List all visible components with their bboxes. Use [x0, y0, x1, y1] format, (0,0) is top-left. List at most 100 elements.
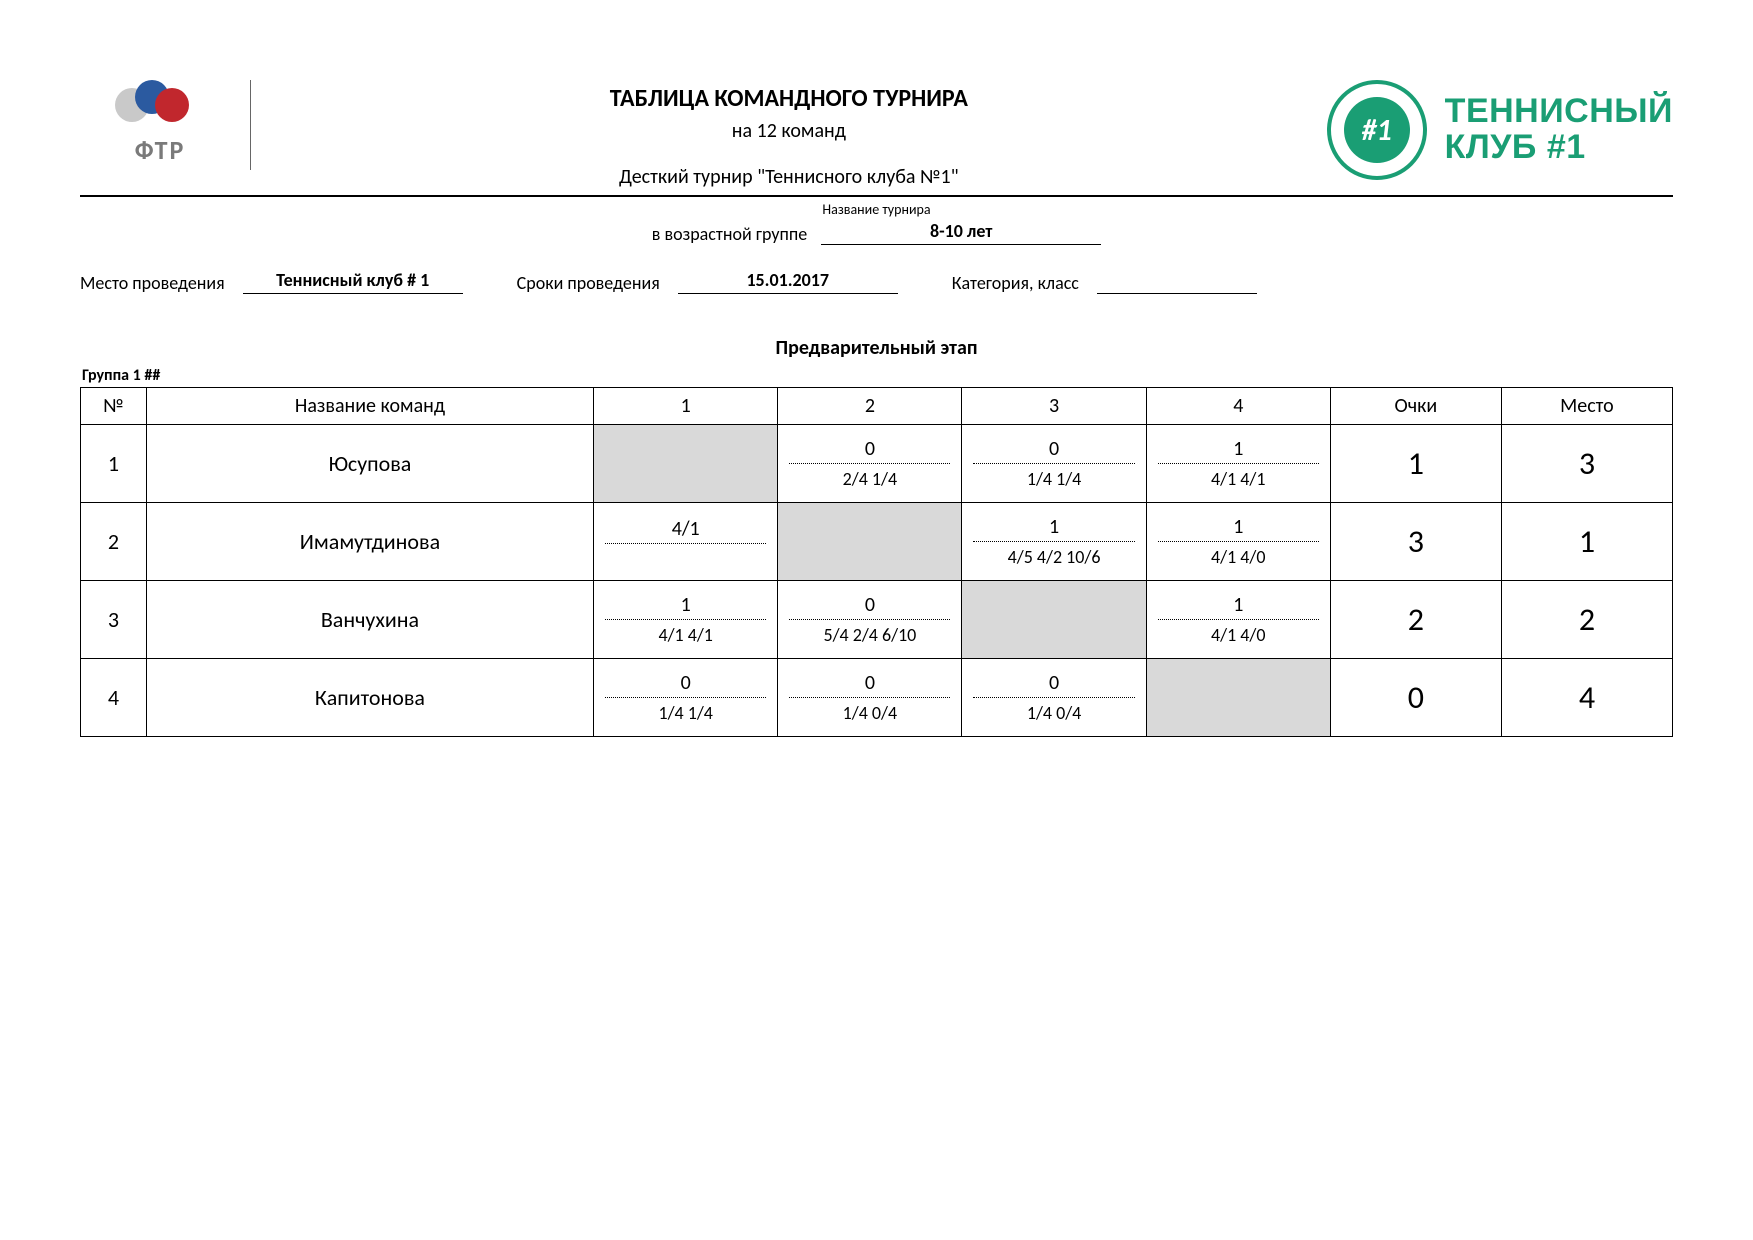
- col-2: 2: [778, 388, 962, 425]
- points-cell: 2: [1330, 581, 1501, 659]
- round-robin-table: № Название команд 1 2 3 4 Очки Место 1Юс…: [80, 387, 1673, 737]
- place-cell: 4: [1501, 659, 1672, 737]
- match-cell: 01/4 0/4: [778, 659, 962, 737]
- title-main: ТАБЛИЦА КОМАНДНОГО ТУРНИРА: [251, 84, 1327, 113]
- dates-label: Сроки проведения: [517, 272, 660, 294]
- match-result: 0: [605, 671, 766, 698]
- team-name: Ванчухина: [146, 581, 593, 659]
- row-num: 1: [81, 425, 147, 503]
- match-result: 1: [1158, 593, 1319, 620]
- match-result: 0: [789, 593, 950, 620]
- ftr-logo: ФТР: [80, 80, 240, 166]
- ftr-logo-text: ФТР: [80, 134, 240, 166]
- match-score: 4/1 4/1: [1211, 464, 1265, 490]
- club-name-line2: КЛУБ #1: [1445, 130, 1673, 166]
- match-cell: 02/4 1/4: [778, 425, 962, 503]
- dates-value: 15.01.2017: [678, 269, 898, 294]
- match-result: 0: [973, 671, 1134, 698]
- match-result: 4/1: [605, 517, 766, 544]
- match-score: 4/5 4/2 10/6: [1008, 542, 1101, 568]
- match-result: 1: [973, 515, 1134, 542]
- ftr-logo-balls: [115, 80, 205, 130]
- venue-value: Теннисный клуб # 1: [243, 269, 463, 294]
- match-cell: 14/1 4/0: [1146, 503, 1330, 581]
- match-cell: 4/1: [594, 503, 778, 581]
- tournament-name: Десткий турнир "Теннисного клуба №1": [251, 165, 1327, 189]
- category-value: [1097, 291, 1257, 294]
- club-logo: #1 ТЕННИСНЫЙ КЛУБ #1: [1327, 80, 1673, 180]
- title-sub: на 12 команд: [251, 119, 1327, 143]
- table-row: 2Имамутдинова4/114/5 4/2 10/614/1 4/031: [81, 503, 1673, 581]
- match-result: 1: [1158, 515, 1319, 542]
- col-4: 4: [1146, 388, 1330, 425]
- match-result: 0: [789, 437, 950, 464]
- place-cell: 3: [1501, 425, 1672, 503]
- header: ФТР ТАБЛИЦА КОМАНДНОГО ТУРНИРА на 12 ком…: [80, 80, 1673, 197]
- meta-row: Место проведения Теннисный клуб # 1 Срок…: [80, 269, 1673, 294]
- table-row: 1Юсупова02/4 1/401/4 1/414/1 4/113: [81, 425, 1673, 503]
- match-score: 4/1 4/0: [1211, 542, 1265, 568]
- match-score: 2/4 1/4: [843, 464, 897, 490]
- age-label: в возрастной группе: [652, 223, 807, 245]
- club-name: ТЕННИСНЫЙ КЛУБ #1: [1445, 94, 1673, 165]
- diagonal-cell: [962, 581, 1146, 659]
- match-score: 4/1 4/0: [1211, 620, 1265, 646]
- match-cell: 14/1 4/0: [1146, 581, 1330, 659]
- col-name: Название команд: [146, 388, 593, 425]
- club-seal-icon: #1: [1327, 80, 1427, 180]
- diagonal-cell: [778, 503, 962, 581]
- diagonal-cell: [1146, 659, 1330, 737]
- match-cell: 14/1 4/1: [594, 581, 778, 659]
- club-seal-text: #1: [1344, 97, 1410, 163]
- match-score: 1/4 1/4: [658, 698, 712, 724]
- match-score: 5/4 2/4 6/10: [823, 620, 916, 646]
- meta-block: Название турнира в возрастной группе 8-1…: [80, 201, 1673, 294]
- match-result: 0: [789, 671, 950, 698]
- table-row: 3Ванчухина14/1 4/105/4 2/4 6/1014/1 4/02…: [81, 581, 1673, 659]
- col-place: Место: [1501, 388, 1672, 425]
- match-result: 1: [1158, 437, 1319, 464]
- header-center: ТАБЛИЦА КОМАНДНОГО ТУРНИРА на 12 команд …: [251, 80, 1327, 189]
- match-result: 1: [605, 593, 766, 620]
- match-result: 0: [973, 437, 1134, 464]
- category-label: Категория, класс: [952, 272, 1079, 294]
- match-cell: 14/5 4/2 10/6: [962, 503, 1146, 581]
- table-row: 4Капитонова01/4 1/401/4 0/401/4 0/404: [81, 659, 1673, 737]
- ball-red-icon: [155, 88, 189, 122]
- col-3: 3: [962, 388, 1146, 425]
- col-num: №: [81, 388, 147, 425]
- match-score: 1/4 0/4: [1027, 698, 1081, 724]
- team-name: Имамутдинова: [146, 503, 593, 581]
- venue-label: Место проведения: [80, 272, 225, 294]
- age-value: 8-10 лет: [821, 220, 1101, 245]
- match-score: 1/4 0/4: [843, 698, 897, 724]
- club-name-line1: ТЕННИСНЫЙ: [1445, 94, 1673, 130]
- table-header-row: № Название команд 1 2 3 4 Очки Место: [81, 388, 1673, 425]
- points-cell: 3: [1330, 503, 1501, 581]
- group-label: Группа 1 ##: [80, 366, 1673, 385]
- place-cell: 1: [1501, 503, 1672, 581]
- match-cell: 05/4 2/4 6/10: [778, 581, 962, 659]
- match-cell: 01/4 1/4: [594, 659, 778, 737]
- diagonal-cell: [594, 425, 778, 503]
- row-num: 2: [81, 503, 147, 581]
- match-score: 4/1 4/1: [658, 620, 712, 646]
- points-cell: 0: [1330, 659, 1501, 737]
- match-cell: 14/1 4/1: [1146, 425, 1330, 503]
- row-num: 3: [81, 581, 147, 659]
- table-body: 1Юсупова02/4 1/401/4 1/414/1 4/1132Имаму…: [81, 425, 1673, 737]
- points-cell: 1: [1330, 425, 1501, 503]
- table-head: № Название команд 1 2 3 4 Очки Место: [81, 388, 1673, 425]
- match-score: 1/4 1/4: [1027, 464, 1081, 490]
- col-points: Очки: [1330, 388, 1501, 425]
- col-1: 1: [594, 388, 778, 425]
- team-name: Юсупова: [146, 425, 593, 503]
- team-name: Капитонова: [146, 659, 593, 737]
- tournament-name-label: Название турнира: [80, 201, 1673, 218]
- stage-title: Предварительный этап: [80, 336, 1673, 360]
- match-cell: 01/4 1/4: [962, 425, 1146, 503]
- match-cell: 01/4 0/4: [962, 659, 1146, 737]
- age-line: в возрастной группе 8-10 лет: [80, 220, 1673, 245]
- row-num: 4: [81, 659, 147, 737]
- page: ФТР ТАБЛИЦА КОМАНДНОГО ТУРНИРА на 12 ком…: [0, 0, 1753, 1240]
